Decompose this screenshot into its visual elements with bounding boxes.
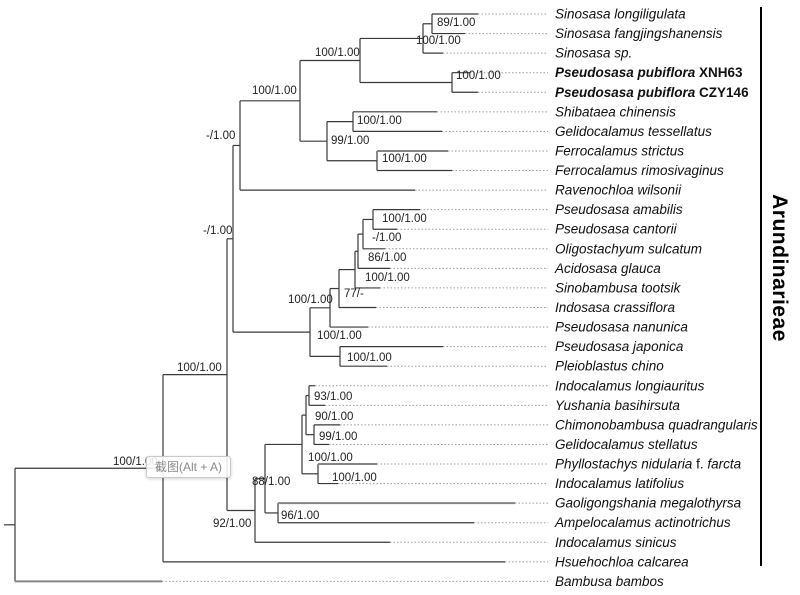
support-label: 100/1.00 (382, 213, 427, 225)
support-label: 100/1.00 (357, 115, 402, 127)
taxon-label: Bambusa bambos (555, 574, 664, 589)
support-label: 100/1.00 (456, 70, 501, 82)
taxon-label: Oligostachyum sulcatum (555, 241, 702, 256)
support-label: 96/1.00 (281, 510, 319, 522)
taxon-label: Sinobambusa tootsik (555, 280, 682, 295)
taxon-label: Yushania basihirsuta (555, 398, 680, 413)
support-label: 100/1.00 (365, 272, 410, 284)
taxon-label: Ampelocalamus actinotrichus (554, 515, 731, 530)
taxon-label: Gelidocalamus tessellatus (555, 124, 712, 139)
taxon-label: Sinosasa longiligulata (555, 7, 686, 22)
taxon-label: Pseudosasa nanunica (555, 320, 688, 335)
taxon-label: Acidosasa glauca (554, 261, 661, 276)
taxon-label: Ferrocalamus rimosivaginus (555, 163, 724, 178)
support-label: 100/1.00 (315, 47, 360, 59)
taxon-label: Chimonobambusa quadrangularis (555, 417, 758, 432)
support-label: 100/1.00 (288, 294, 333, 306)
support-label: 100/1.00 (416, 35, 461, 47)
support-label: 99/1.00 (319, 431, 357, 443)
support-label: 77/- (344, 288, 364, 300)
taxon-label: Pleioblastus chino (555, 359, 664, 374)
support-label: 100/1.00 (382, 153, 427, 165)
taxon-label: Indocalamus longiauritus (555, 378, 705, 393)
taxon-label: Pseudosasa pubiflora CZY146 (555, 85, 749, 100)
taxon-label: Gaoligongshania megalothyrsa (555, 496, 742, 511)
taxon-label: Phyllostachys nidularia f. farcta (555, 457, 742, 472)
support-label: 100/1.00 (317, 330, 362, 342)
support-label: -/1.00 (372, 232, 401, 244)
taxon-label: Pseudosasa pubiflora XNH63 (555, 65, 743, 80)
support-label: 100/1.00 (347, 352, 392, 364)
taxon-label: Sinosasa fangjingshanensis (555, 26, 723, 41)
support-label: 93/1.00 (314, 391, 352, 403)
support-label: 100/1.00 (308, 452, 353, 464)
taxon-label: Gelidocalamus stellatus (555, 437, 698, 452)
support-label: -/1.00 (203, 225, 232, 237)
taxon-label: Indosasa crassiflora (555, 300, 676, 315)
taxon-label: Ferrocalamus strictus (555, 143, 684, 158)
support-label: 90/1.00 (315, 411, 353, 423)
taxon-label: Indocalamus latifolius (555, 476, 684, 491)
support-label: 92/1.00 (213, 518, 251, 530)
taxon-label: Pseudosasa japonica (555, 339, 684, 354)
support-label: 99/1.00 (331, 135, 369, 147)
taxon-label: Hsuehochloa calcarea (555, 554, 689, 569)
support-label: 100/1.00 (332, 472, 377, 484)
taxon-label: Pseudosasa amabilis (555, 202, 683, 217)
taxon-label: Shibataea chinensis (555, 104, 676, 119)
taxon-label: Pseudosasa cantorii (555, 222, 678, 237)
taxon-label: Ravenochloa wilsonii (555, 183, 682, 198)
taxon-label: Indocalamus sinicus (555, 535, 677, 550)
support-label: 100/1.00 (252, 85, 297, 97)
support-label: 86/1.00 (368, 252, 406, 264)
clade-bracket-label: Arundinarieae (768, 194, 791, 342)
support-label: 88/1.00 (252, 476, 290, 488)
screenshot-tooltip: 截图(Alt + A) (146, 456, 232, 478)
support-label: -/1.00 (206, 130, 235, 142)
taxon-label: Sinosasa sp. (555, 46, 632, 61)
support-label: 89/1.00 (437, 17, 475, 29)
support-label: 100/1.00 (177, 362, 222, 374)
